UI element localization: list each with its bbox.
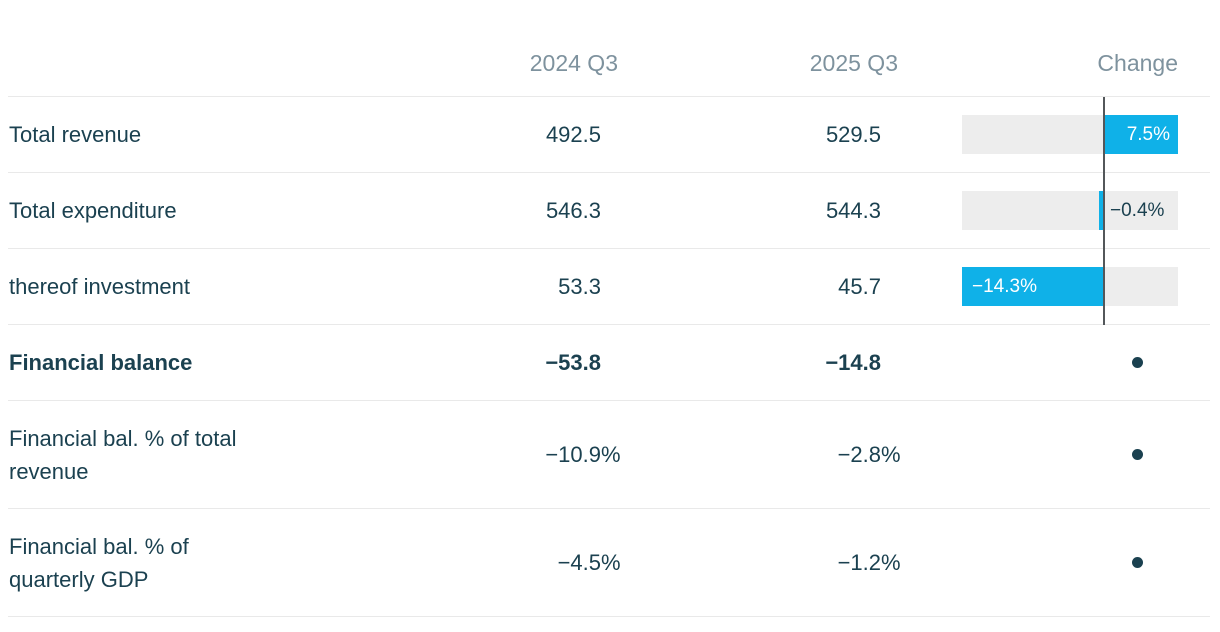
table-row: Total revenue 492.5 529.5 7.5%: [8, 97, 1210, 173]
value-2024: −10.9%: [545, 441, 621, 467]
zero-axis-line: [1103, 249, 1105, 325]
value-2024: 53.3: [558, 273, 601, 299]
no-change-dot: [1132, 449, 1143, 460]
change-bar-track: −0.4%: [962, 191, 1178, 230]
value-2024: 492.5: [545, 121, 601, 147]
header-empty: [8, 0, 278, 96]
header-2024-q3: 2024 Q3: [529, 50, 618, 76]
value-2024: −4.5%: [557, 549, 621, 575]
unit: %: [881, 441, 901, 467]
change-bar: [1105, 115, 1178, 154]
value-2025: 45.7: [838, 273, 881, 299]
table-row: thereof investment 53.3 45.7 −14.3%: [8, 249, 1210, 325]
change-bar-label: −0.4%: [1110, 200, 1165, 221]
financial-table: 2024 Q3 2025 Q3 Change Total revenue 492…: [8, 0, 1210, 617]
row-label: Total expenditure: [9, 198, 177, 223]
table-row: Financial bal. % of quarterly GDP −4.5% …: [8, 509, 1210, 617]
change-cell: −0.4%: [898, 173, 1210, 249]
zero-axis-line: [1103, 97, 1105, 173]
change-cell: 7.5%: [898, 97, 1210, 173]
row-label: Total revenue: [9, 122, 142, 147]
table-row: Financial balance −53.8 −14.8: [8, 325, 1210, 401]
value-2025: −2.8%: [837, 441, 901, 467]
value-2025: −1.2%: [837, 549, 901, 575]
change-bar-track: 7.5%: [962, 115, 1178, 154]
change-bar: [1099, 191, 1103, 230]
value-2024: 546.3: [545, 197, 601, 223]
change-cell: [898, 401, 1210, 508]
row-label: thereof investment: [9, 274, 190, 299]
table-row: Total expenditure 546.3 544.3 −0.4%: [8, 173, 1210, 249]
row-label: Financial balance: [9, 350, 193, 375]
change-bar: [962, 267, 1103, 306]
value-2025: 529.5: [825, 121, 881, 147]
header-2025-q3: 2025 Q3: [809, 50, 898, 76]
change-cell: −14.3%: [898, 249, 1210, 325]
change-bar-label: −14.3%: [972, 276, 1037, 297]
unit: %: [601, 549, 621, 575]
value-2024: −53.8: [545, 349, 601, 375]
row-label: Financial bal. % of total revenue: [9, 425, 237, 484]
unit: %: [881, 549, 901, 575]
unit: %: [601, 441, 621, 467]
change-cell: [898, 509, 1210, 616]
row-label: Financial bal. % of quarterly GDP: [9, 533, 189, 592]
table-header-row: 2024 Q3 2025 Q3 Change: [8, 0, 1210, 97]
no-change-dot: [1132, 357, 1143, 368]
value-2025: −14.8: [825, 349, 881, 375]
no-change-dot: [1132, 557, 1143, 568]
zero-axis-line: [1103, 173, 1105, 249]
change-cell: [898, 325, 1210, 400]
table-row: Financial bal. % of total revenue −10.9%…: [8, 401, 1210, 509]
change-bar-label: 7.5%: [1126, 124, 1170, 145]
change-bar-track: −14.3%: [962, 267, 1178, 306]
header-change: Change: [1097, 50, 1178, 76]
value-2025: 544.3: [825, 197, 881, 223]
